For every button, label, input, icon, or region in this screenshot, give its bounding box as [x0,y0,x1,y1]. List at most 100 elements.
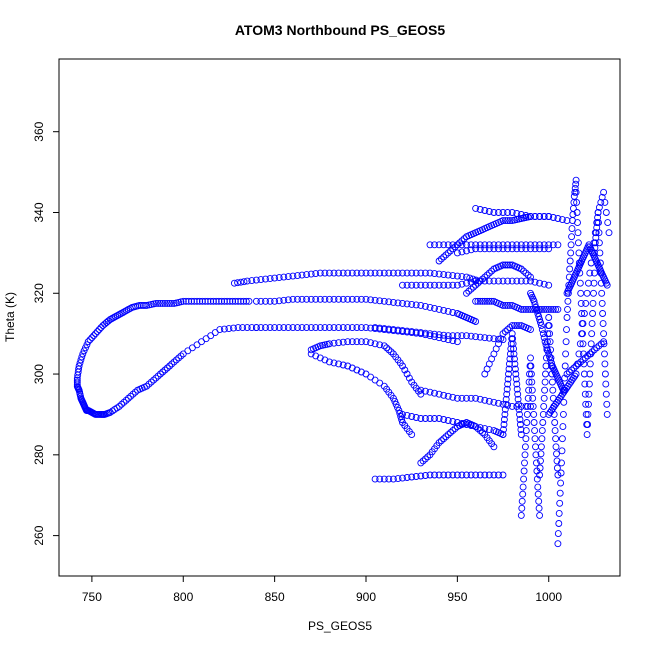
data-point [514,395,522,403]
data-point [339,324,347,332]
data-point [599,320,607,328]
data-point [321,324,329,332]
data-point [175,354,183,362]
data-point [597,340,605,348]
data-point [172,356,180,364]
data-point [476,277,484,285]
data-point [163,299,171,307]
data-point [520,267,528,275]
data-point [517,277,525,285]
data-point [237,278,245,286]
data-point [154,299,162,307]
data-point [598,299,606,307]
data-point [362,324,370,332]
data-point [348,338,356,346]
data-point [512,375,520,383]
data-point [93,328,101,336]
data-point [549,386,557,394]
data-point [431,389,438,397]
data-point [463,394,470,402]
data-point [248,277,256,285]
data-point [207,297,215,305]
data-point [240,297,248,305]
data-point [558,447,566,455]
data-point [275,324,283,332]
data-point [576,340,584,348]
data-point [600,330,608,338]
data-point [353,366,361,374]
data-point [535,504,543,512]
data-point [408,473,416,481]
data-point [522,402,530,410]
data-point [472,204,480,212]
data-point [481,471,489,479]
data-point [545,314,553,321]
data-point [223,297,231,305]
data-point [179,350,187,358]
data-point [417,415,425,422]
data-point [505,360,513,368]
data-point [399,299,406,307]
data-point [567,249,575,257]
data-point [73,378,81,386]
data-point [495,241,502,249]
data-point [284,324,292,332]
data-point [426,241,434,249]
data-point [527,245,534,253]
y-tick-label: 280 [32,444,46,464]
data-point [129,390,137,398]
data-point [449,241,457,249]
data-point [506,355,514,363]
data-point [312,295,320,303]
data-point [458,420,466,427]
data-point [518,504,526,512]
data-point [499,241,507,249]
data-point [575,350,583,358]
data-point [485,208,493,215]
data-point [554,530,562,538]
data-point [580,370,588,378]
data-point [508,209,516,216]
data-point [403,327,411,335]
data-point [330,339,338,347]
data-point [573,198,581,206]
data-point [541,386,549,394]
data-point [514,390,522,398]
data-point [481,277,489,285]
data-point [421,387,429,395]
data-point [312,352,320,360]
data-point [431,270,438,278]
data-point [523,410,531,418]
data-point [531,427,539,435]
data-point [440,271,448,279]
data-point [135,301,143,309]
data-point [240,278,248,286]
data-point [572,362,580,370]
data-point [467,246,475,254]
data-point [119,309,127,316]
data-point [399,410,406,418]
data-point [485,277,493,285]
data-point [534,483,542,491]
data-point [523,419,531,426]
data-point [474,279,482,287]
data-point [426,281,434,289]
data-point [294,272,301,280]
data-point [437,437,445,445]
data-point [75,362,83,370]
data-point [403,474,411,481]
data-point [447,247,454,255]
data-point [444,271,452,279]
data-point [362,295,370,303]
data-point [467,422,475,429]
data-point [595,203,603,211]
data-point [417,269,425,277]
data-point [499,217,507,225]
data-point [417,281,425,289]
data-point [362,370,370,378]
data-point [444,332,452,340]
data-point [584,410,592,418]
data-point [574,229,582,237]
data-point [185,297,193,305]
data-point [527,273,534,281]
